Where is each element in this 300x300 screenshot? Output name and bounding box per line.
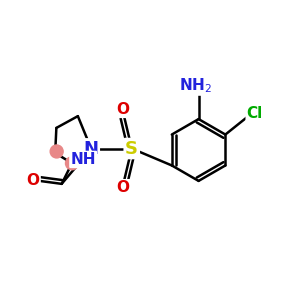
Text: N: N bbox=[84, 140, 99, 158]
Text: Cl: Cl bbox=[247, 106, 263, 122]
Circle shape bbox=[50, 145, 63, 158]
Text: O: O bbox=[27, 172, 40, 188]
Text: O: O bbox=[116, 102, 129, 117]
Text: NH: NH bbox=[70, 152, 96, 167]
Circle shape bbox=[65, 157, 78, 170]
Text: S: S bbox=[125, 140, 138, 158]
Text: O: O bbox=[116, 180, 129, 195]
Text: NH$_2$: NH$_2$ bbox=[179, 76, 212, 94]
